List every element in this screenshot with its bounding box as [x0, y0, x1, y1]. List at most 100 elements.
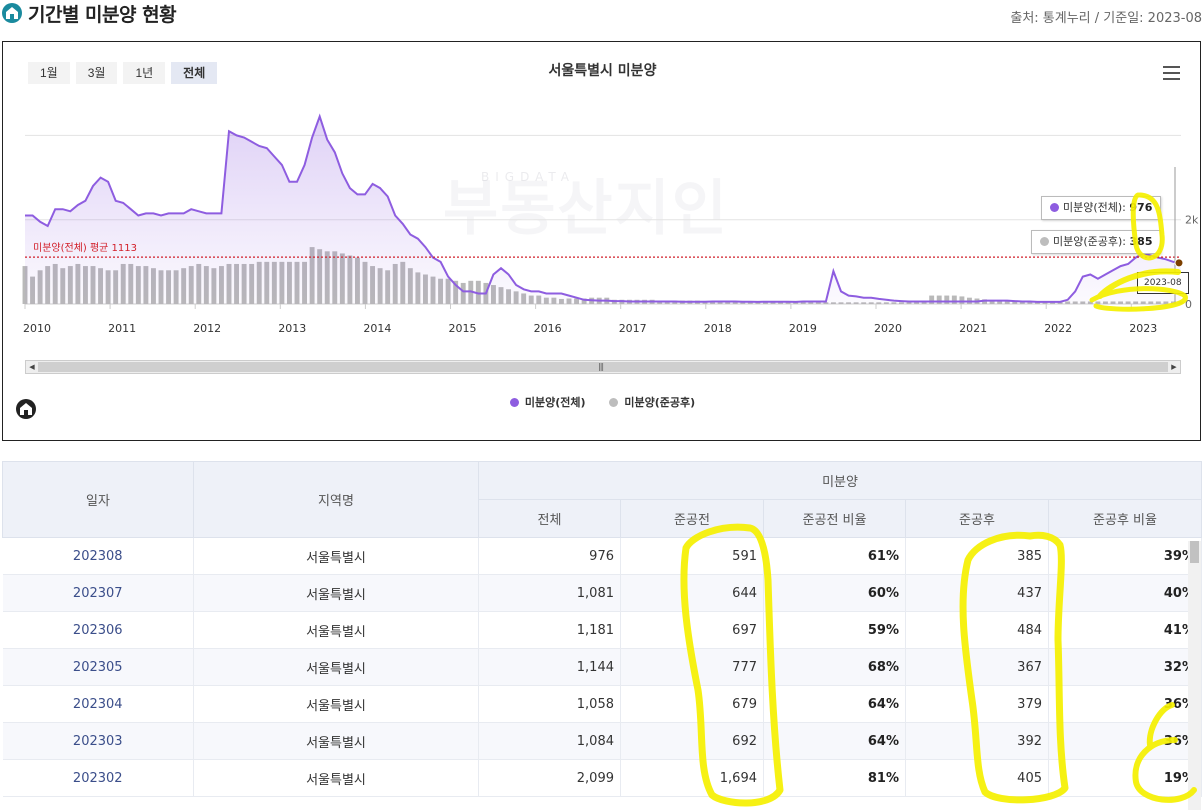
range-button-1m[interactable]: 1월: [28, 62, 70, 84]
header-before-ratio[interactable]: 준공전 비율: [763, 499, 906, 538]
y-tick-label: 2k: [1185, 214, 1199, 227]
table-row[interactable]: 202303 서울특별시 1,084 692 64% 392 36%: [2, 722, 1202, 760]
chart-title: 서울특별시 미분양: [548, 63, 657, 79]
table-row[interactable]: 202302 서울특별시 2,099 1,694 81% 405 19%: [2, 759, 1202, 797]
legend-item-completed[interactable]: 미분양(준공후): [609, 394, 695, 410]
watermark-sub: BIGDATA: [481, 170, 575, 184]
x-tick-label: 2019: [789, 322, 817, 335]
cell-after: 437: [905, 574, 1049, 612]
table-row[interactable]: 202306 서울특별시 1,181 697 59% 484 41%: [2, 611, 1202, 649]
cell-date: 202308: [2, 537, 194, 575]
cell-region: 서울특별시: [193, 759, 479, 797]
cell-after-ratio: 19%: [1048, 759, 1202, 797]
x-tick-label: 2023: [1129, 322, 1157, 335]
chart-plot: 미분양(전체) 평균 1113 0 2k 2010 2011 2012 2013 2014 20…: [22, 113, 1199, 335]
cell-after: 367: [905, 648, 1049, 686]
scroll-grip-icon[interactable]: |||: [598, 362, 604, 371]
header-before[interactable]: 준공전: [620, 499, 764, 538]
cell-after-ratio: 36%: [1048, 685, 1202, 723]
cell-after-ratio: 41%: [1048, 611, 1202, 649]
table-row[interactable]: 202304 서울특별시 1,058 679 64% 379 36%: [2, 685, 1202, 723]
page-title: 기간별 미분양 현황: [28, 4, 177, 26]
home-icon: [2, 3, 22, 23]
cell-date: 202303: [2, 722, 194, 760]
bar-completed: [959, 296, 965, 304]
tooltip-completed-value: 385: [1129, 235, 1153, 248]
cell-before-ratio: 60%: [763, 574, 906, 612]
table-scrollbar[interactable]: [1188, 541, 1201, 810]
x-tick-label: 2015: [449, 322, 477, 335]
y-tick-label: 0: [1185, 298, 1192, 311]
bar-completed: [951, 295, 957, 304]
cell-date: 202307: [2, 574, 194, 612]
x-tick-label: 2016: [534, 322, 562, 335]
table-row[interactable]: 202305 서울특별시 1,144 777 68% 367 32%: [2, 648, 1202, 686]
table-row[interactable]: 202308 서울특별시 976 591 61% 385 39%: [2, 537, 1202, 575]
cell-after-ratio: 32%: [1048, 648, 1202, 686]
header-after[interactable]: 준공후: [905, 499, 1049, 538]
x-tick-label: 2012: [193, 322, 221, 335]
x-tick-label: 2020: [874, 322, 902, 335]
cell-after: 379: [905, 685, 1049, 723]
cell-after-ratio: 40%: [1048, 574, 1202, 612]
cell-after: 484: [905, 611, 1049, 649]
cell-before: 692: [620, 722, 764, 760]
bar-completed: [944, 295, 950, 304]
scroll-left-arrow-icon[interactable]: ◀: [29, 363, 35, 371]
cell-after: 385: [905, 537, 1049, 575]
cell-region: 서울특별시: [193, 722, 479, 760]
range-button-1y[interactable]: 1년: [123, 62, 166, 84]
cell-before: 591: [620, 537, 764, 575]
bar-completed: [936, 295, 942, 304]
cell-total: 2,099: [478, 759, 621, 797]
x-tick-label: 2022: [1044, 322, 1072, 335]
cell-total: 1,081: [478, 574, 621, 612]
cell-region: 서울특별시: [193, 574, 479, 612]
cell-date: 202304: [2, 685, 194, 723]
header-after-ratio[interactable]: 준공후 비율: [1047, 499, 1202, 538]
x-tick-label: 2014: [363, 322, 391, 335]
cell-after: 392: [905, 722, 1049, 760]
range-button-all[interactable]: 전체: [171, 62, 218, 84]
cell-before-ratio: 61%: [763, 537, 906, 575]
cell-before-ratio: 64%: [763, 722, 906, 760]
table-row[interactable]: 202307 서울특별시 1,081 644 60% 437 40%: [2, 574, 1202, 612]
cell-region: 서울특별시: [193, 537, 479, 575]
range-buttons: 1월 3월 1년 전체: [28, 62, 218, 84]
legend-completed-dot-icon: [609, 398, 619, 407]
cell-total: 976: [478, 537, 621, 575]
chart-navigator-scrollbar[interactable]: ◀ ||| ▶: [25, 360, 1181, 374]
cell-date: 202305: [2, 648, 194, 686]
x-tick-label: 2021: [959, 322, 987, 335]
header-total[interactable]: 전체: [478, 499, 621, 538]
cell-region: 서울특별시: [193, 648, 479, 686]
header-date[interactable]: 일자: [2, 461, 194, 538]
cell-before: 679: [620, 685, 764, 723]
tooltip-completed: 미분양(준공후): 385: [1031, 230, 1162, 254]
x-tick-label: 2011: [108, 322, 136, 335]
legend-completed-label: 미분양(준공후): [624, 396, 696, 409]
cell-before-ratio: 68%: [763, 648, 906, 686]
legend-item-total[interactable]: 미분양(전체): [509, 394, 586, 410]
cell-before: 777: [620, 648, 764, 686]
x-tick-label: 2018: [704, 322, 732, 335]
line-total: [25, 113, 1182, 303]
header-region[interactable]: 지역명: [193, 461, 479, 538]
legend-total-dot-icon: [509, 398, 519, 407]
range-button-3m[interactable]: 3월: [75, 62, 118, 84]
chart-panel: BIGDATA 부동산지인 미분양(전체) 평균 1113 0 2k 2010 2011…: [2, 41, 1201, 441]
hamburger-menu-icon[interactable]: [1163, 66, 1180, 80]
bar-completed: [475, 280, 481, 304]
scroll-right-arrow-icon[interactable]: ▶: [1171, 363, 1177, 371]
endpoint-marker: [1174, 258, 1184, 268]
cell-before-ratio: 64%: [763, 685, 906, 723]
cell-total: 1,058: [478, 685, 621, 723]
table-scroll-thumb[interactable]: [1190, 541, 1199, 563]
cell-total: 1,144: [478, 648, 621, 686]
cell-region: 서울특별시: [193, 685, 479, 723]
x-tick-label: 2017: [619, 322, 647, 335]
scroll-thumb[interactable]: [38, 362, 1168, 372]
cell-date: 202302: [2, 759, 194, 797]
cell-after: 405: [905, 759, 1049, 797]
tooltip-completed-dot-icon: [1040, 237, 1049, 246]
